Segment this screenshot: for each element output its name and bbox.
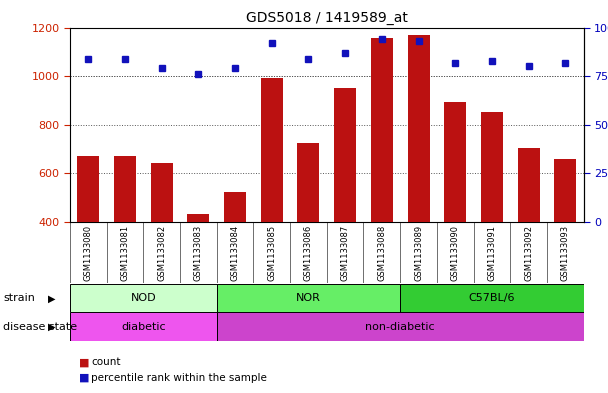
Bar: [481, 112, 503, 222]
Bar: [70, 284, 216, 312]
Text: ▶: ▶: [48, 321, 55, 332]
Text: GSM1133092: GSM1133092: [524, 225, 533, 281]
Title: GDS5018 / 1419589_at: GDS5018 / 1419589_at: [246, 11, 408, 25]
Bar: [334, 88, 356, 222]
Text: GSM1133081: GSM1133081: [120, 225, 130, 281]
Bar: [77, 156, 99, 222]
Text: ■: ■: [79, 373, 89, 383]
Bar: [444, 102, 466, 222]
Text: ■: ■: [79, 357, 89, 367]
Text: GSM1133086: GSM1133086: [304, 225, 313, 281]
Text: GSM1133087: GSM1133087: [340, 225, 350, 281]
Text: strain: strain: [3, 293, 35, 303]
Bar: [216, 284, 400, 312]
Text: non-diabetic: non-diabetic: [365, 321, 435, 332]
Text: GSM1133088: GSM1133088: [378, 225, 386, 281]
Text: GSM1133091: GSM1133091: [488, 225, 497, 281]
Text: GSM1133093: GSM1133093: [561, 225, 570, 281]
Text: NOR: NOR: [296, 293, 321, 303]
Text: GSM1133090: GSM1133090: [451, 225, 460, 281]
Bar: [224, 192, 246, 222]
Text: GSM1133085: GSM1133085: [268, 225, 276, 281]
Bar: [261, 78, 283, 222]
Text: diabetic: diabetic: [121, 321, 165, 332]
Bar: [216, 312, 584, 341]
Text: disease state: disease state: [3, 321, 77, 332]
Bar: [407, 35, 429, 222]
Text: GSM1133082: GSM1133082: [157, 225, 166, 281]
Text: GSM1133083: GSM1133083: [194, 225, 203, 281]
Text: NOD: NOD: [131, 293, 156, 303]
Text: GSM1133089: GSM1133089: [414, 225, 423, 281]
Text: GSM1133084: GSM1133084: [230, 225, 240, 281]
Text: percentile rank within the sample: percentile rank within the sample: [91, 373, 267, 383]
Bar: [70, 312, 216, 341]
Text: count: count: [91, 357, 121, 367]
Text: C57BL/6: C57BL/6: [469, 293, 515, 303]
Bar: [297, 143, 319, 222]
Bar: [554, 159, 576, 222]
Bar: [400, 284, 584, 312]
Text: ▶: ▶: [48, 293, 55, 303]
Bar: [151, 163, 173, 222]
Bar: [114, 156, 136, 222]
Bar: [371, 39, 393, 222]
Text: GSM1133080: GSM1133080: [84, 225, 93, 281]
Bar: [517, 149, 540, 222]
Bar: [187, 214, 209, 222]
